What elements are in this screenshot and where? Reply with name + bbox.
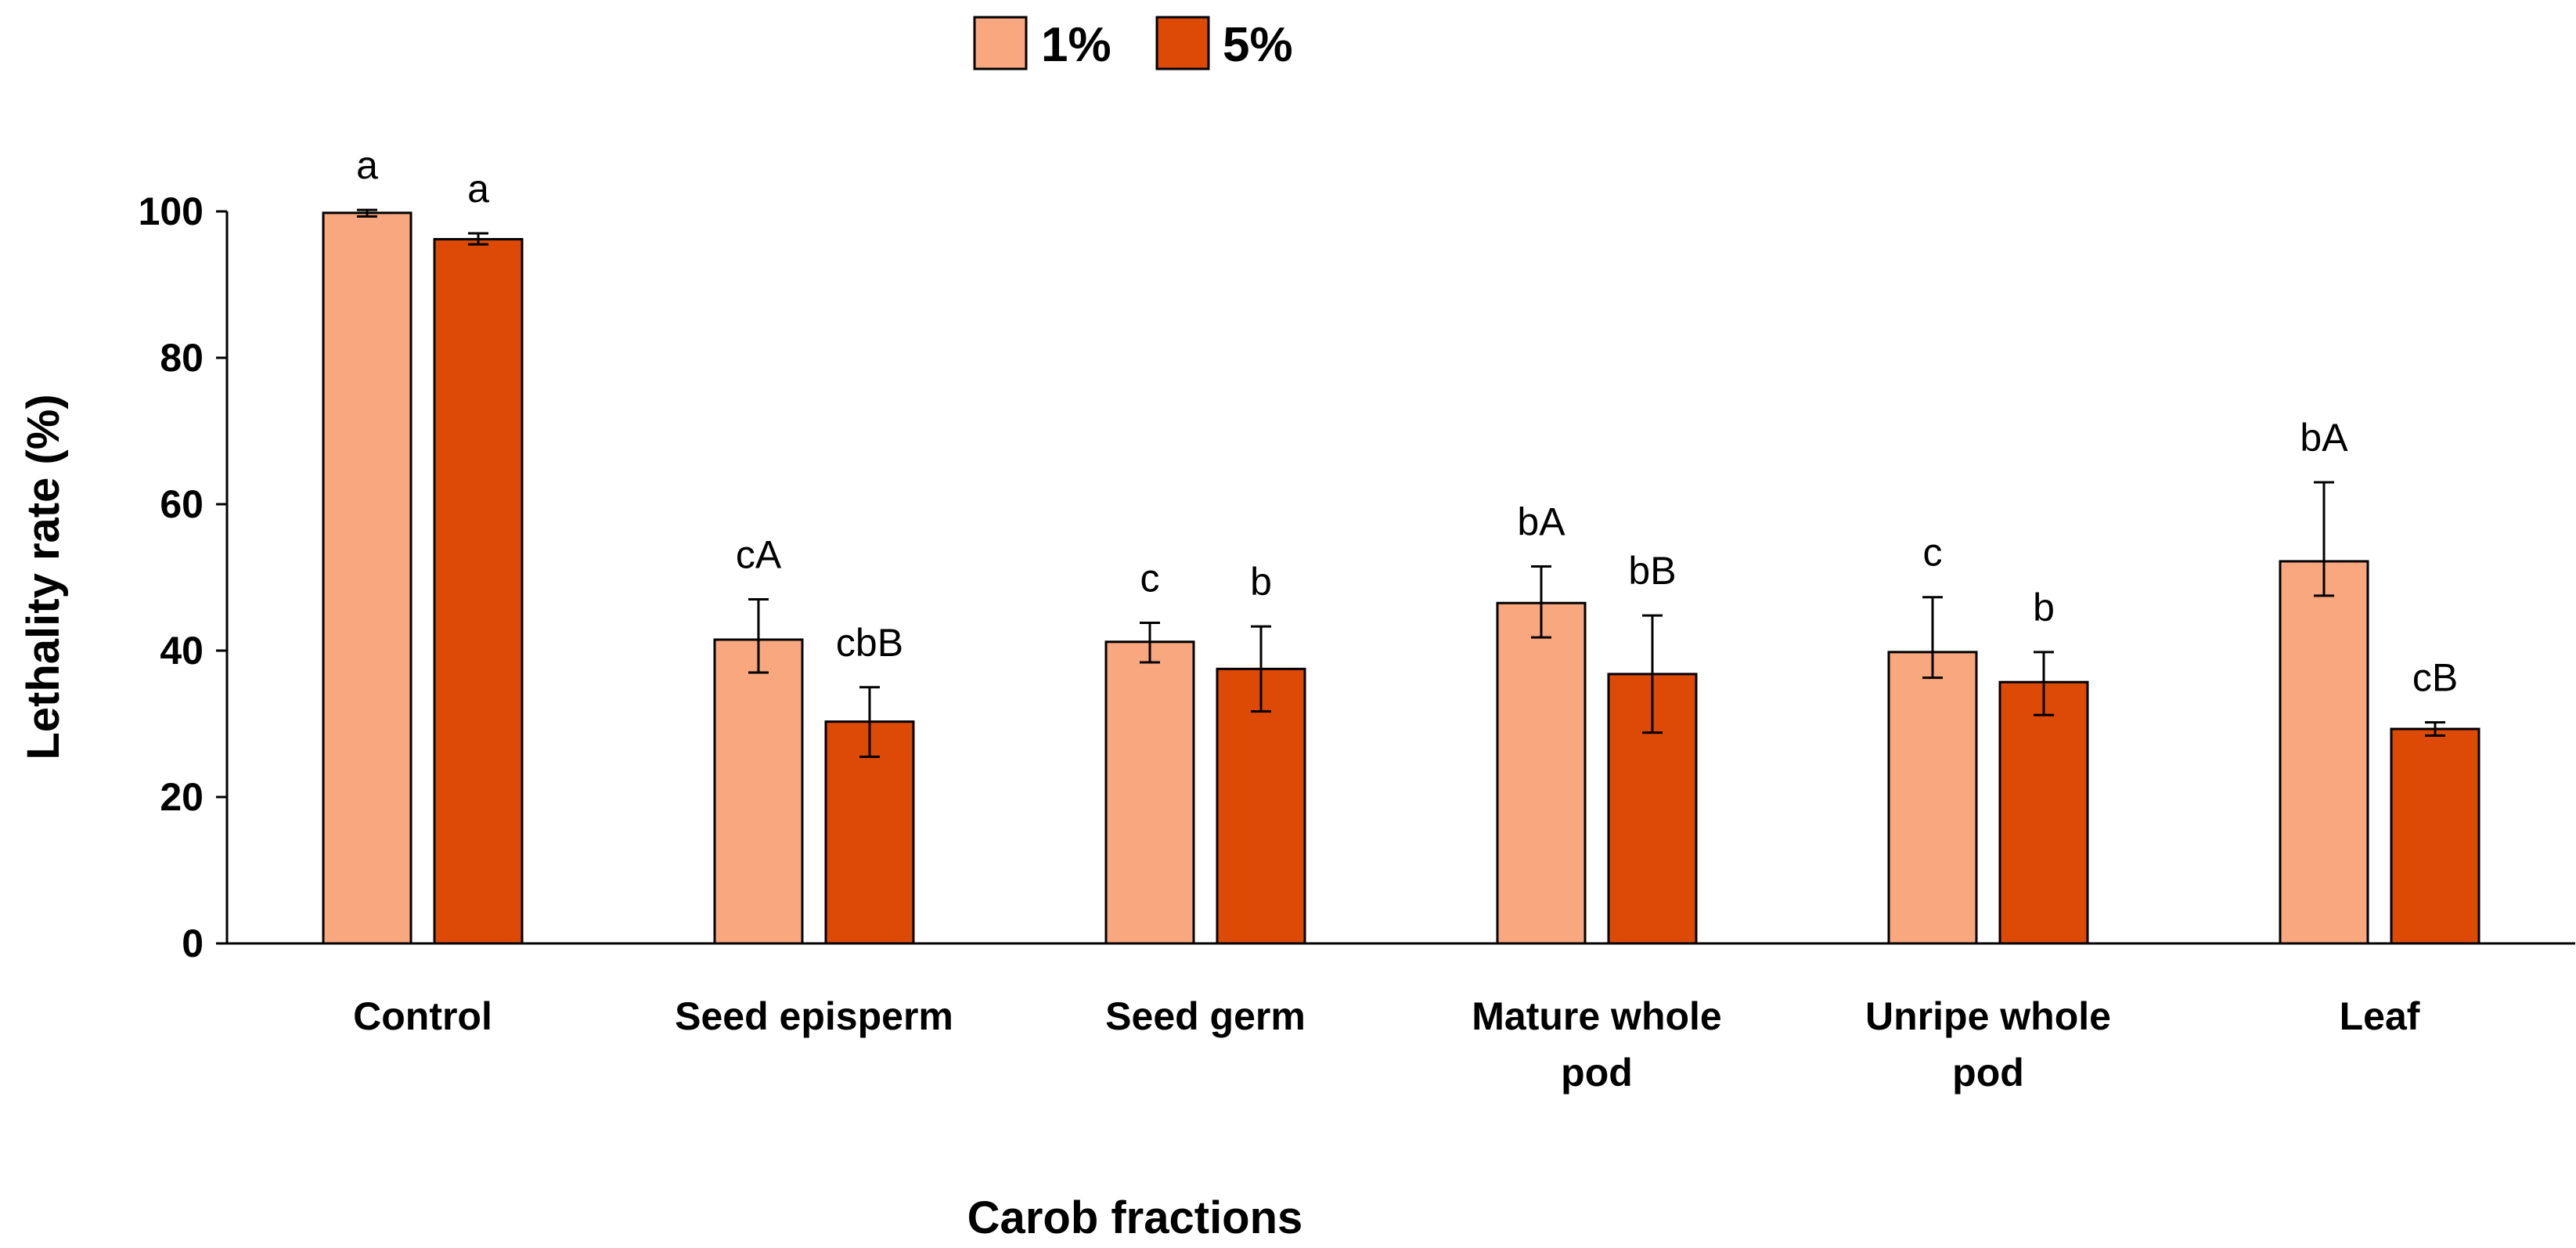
- error-bars-group: [357, 208, 2445, 759]
- significance-label: cA: [736, 533, 782, 577]
- y-tick-label: 20: [160, 775, 204, 819]
- significance-label: c: [1140, 556, 1160, 600]
- y-tick-label: 100: [139, 189, 204, 233]
- x-axis-title: Carob fractions: [967, 1192, 1303, 1243]
- x-category-label: Seed germ: [1105, 994, 1306, 1038]
- bar-1pct: [713, 638, 804, 945]
- bar-5pct: [824, 720, 915, 945]
- y-axis-ticks: 0 20 40 60 80 100: [139, 189, 227, 965]
- significance-label: cB: [2412, 656, 2458, 700]
- y-axis-title: Lethality rate (%): [18, 394, 69, 759]
- x-category-label: Leaf: [2340, 994, 2420, 1038]
- y-tick-label: 80: [160, 336, 204, 380]
- significance-label: c: [1923, 531, 1943, 575]
- legend: 1% 5%: [973, 16, 1293, 72]
- bar-1pct: [2279, 560, 2369, 945]
- bar-5pct: [2390, 727, 2481, 945]
- bar-5pct: [433, 238, 524, 945]
- bar-1pct: [322, 211, 413, 945]
- legend-label-1pct: 1%: [1041, 18, 1111, 72]
- legend-label-5pct: 5%: [1223, 18, 1293, 72]
- y-tick-label: 60: [160, 482, 204, 526]
- legend-swatch-5pct: [1155, 16, 1210, 70]
- significance-label: b: [2033, 586, 2055, 629]
- bar-5pct: [1998, 680, 2089, 945]
- x-category-label: pod: [1561, 1051, 1633, 1095]
- bars-group: [322, 211, 2481, 945]
- x-axis-labels: Control Seed episperm Seed germ Mature whol…: [353, 994, 2420, 1095]
- y-tick-label: 40: [160, 629, 204, 673]
- x-category-label: Mature whole: [1472, 994, 1721, 1038]
- significance-label: bB: [1628, 549, 1676, 593]
- bar-1pct: [1104, 640, 1195, 945]
- bar-1pct: [1887, 651, 1978, 945]
- y-tick-label: 0: [182, 922, 204, 965]
- significance-label: cbB: [836, 621, 903, 665]
- bar-1pct: [1496, 601, 1587, 945]
- significance-label: bA: [2300, 416, 2348, 460]
- x-category-label: Seed episperm: [675, 994, 953, 1038]
- significance-labels-group: a a cA cbB c b bA bB c b bA cB: [356, 143, 2458, 700]
- significance-label: bA: [1517, 500, 1565, 543]
- x-category-label: pod: [1952, 1051, 2024, 1095]
- x-category-label: Control: [353, 994, 492, 1038]
- bar-5pct: [1216, 667, 1306, 945]
- significance-label: a: [356, 143, 378, 187]
- significance-label: a: [467, 167, 489, 211]
- significance-label: b: [1250, 560, 1272, 604]
- legend-swatch-1pct: [973, 16, 1028, 70]
- x-category-label: Unripe whole: [1865, 994, 2111, 1038]
